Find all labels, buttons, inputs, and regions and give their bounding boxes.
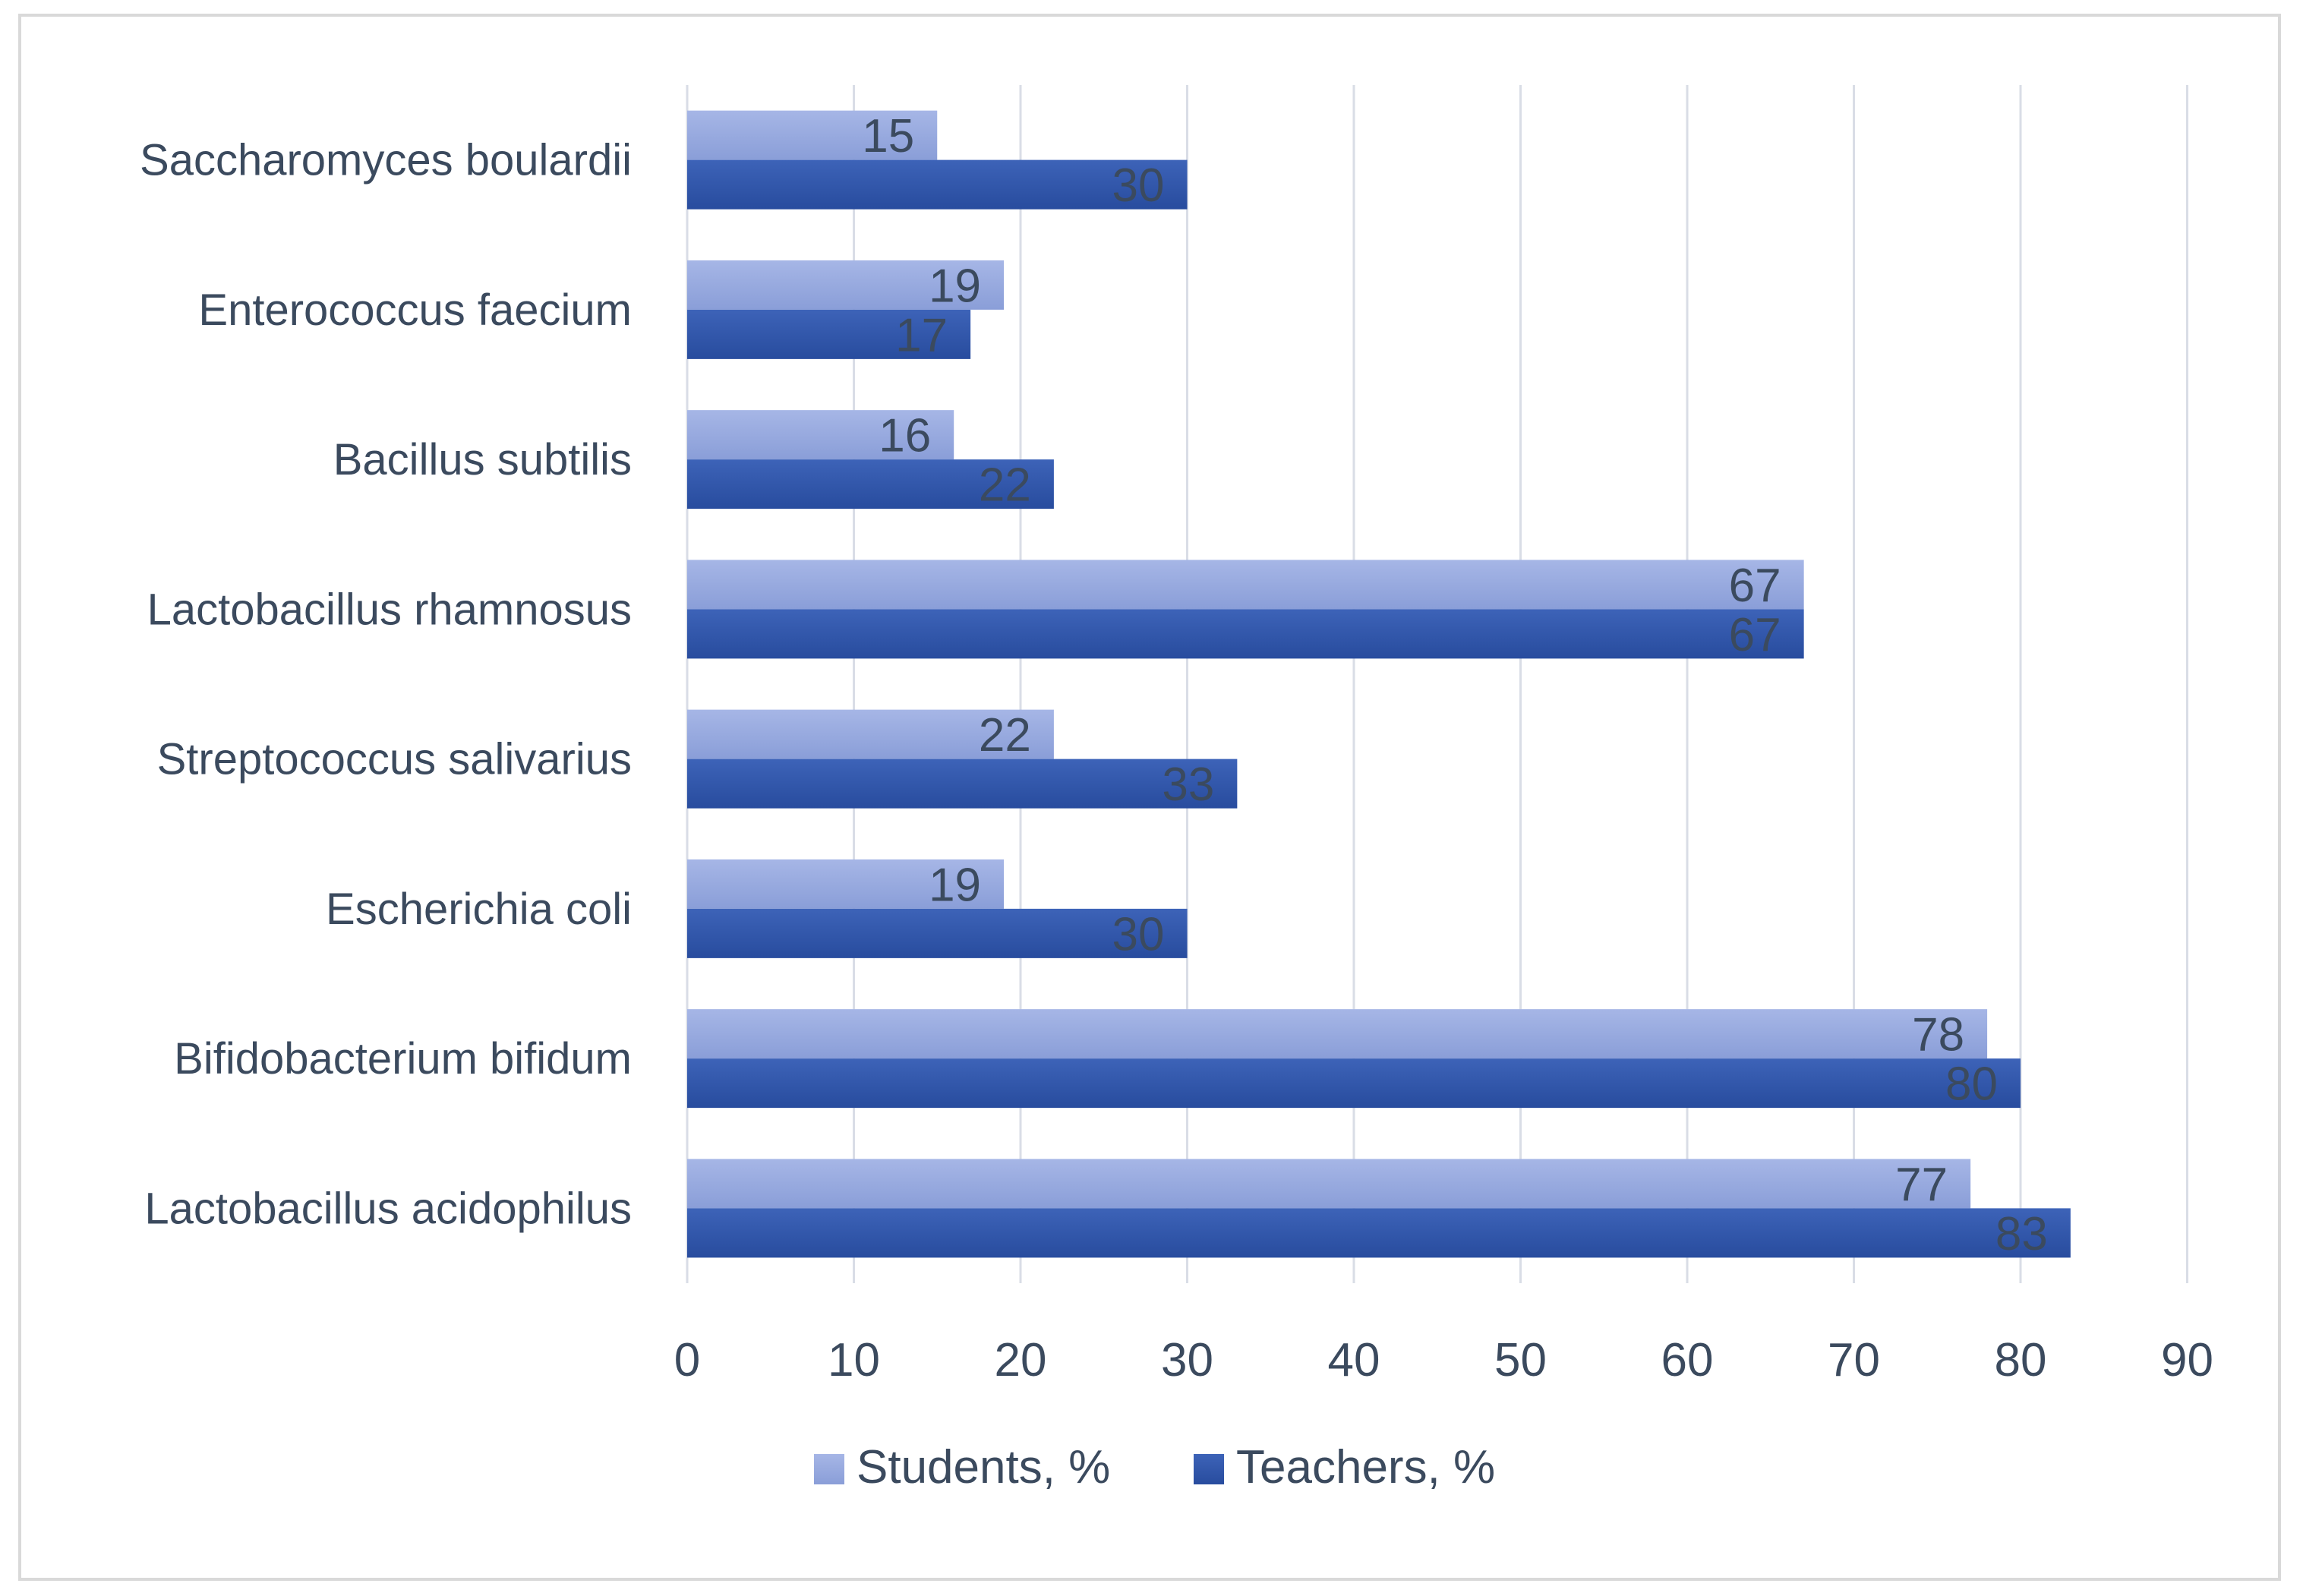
bar-students	[687, 560, 1804, 610]
data-label: 80	[1945, 1058, 1998, 1111]
bar-teachers	[687, 609, 1804, 659]
data-label: 15	[862, 110, 914, 162]
data-label: 30	[1112, 159, 1165, 212]
bar-teachers	[687, 309, 971, 359]
data-label: 16	[879, 410, 931, 462]
x-tick-label: 0	[674, 1334, 700, 1386]
data-label: 78	[1912, 1009, 1964, 1061]
data-label: 30	[1112, 908, 1165, 960]
data-label: 22	[979, 459, 1031, 512]
data-label: 67	[1729, 609, 1781, 661]
x-tick-label: 10	[828, 1334, 880, 1386]
data-label: 67	[1729, 560, 1781, 612]
x-tick-label: 80	[1995, 1334, 2047, 1386]
data-label: 19	[929, 260, 981, 312]
x-tick-label: 90	[2161, 1334, 2213, 1386]
bar-students	[687, 260, 1005, 310]
legend: Students, % Teachers, %	[814, 1441, 1495, 1493]
data-label: 19	[929, 859, 981, 911]
bar-teachers	[687, 459, 1054, 509]
legend-swatch	[814, 1454, 844, 1484]
legend-label: Students, %	[857, 1441, 1110, 1493]
category-label: Enterococcus faecium	[198, 285, 632, 335]
x-tick-label: 50	[1494, 1334, 1547, 1386]
bar-teachers	[687, 1208, 2071, 1258]
data-label: 83	[1995, 1208, 2048, 1260]
x-axis-ticks: 0 10 20 30 40 50 60 70 80 90	[674, 1334, 2213, 1386]
bar-students	[687, 859, 1005, 909]
x-tick-label: 40	[1328, 1334, 1380, 1386]
x-tick-label: 30	[1161, 1334, 1213, 1386]
bar-teachers	[687, 908, 1188, 958]
data-label: 17	[895, 309, 948, 361]
x-tick-label: 60	[1661, 1334, 1714, 1386]
bar-students	[687, 410, 954, 460]
bar-teachers	[687, 759, 1238, 809]
data-label: 22	[979, 709, 1031, 762]
category-label: Lactobacillus rhamnosus	[147, 585, 632, 634]
category-labels: Saccharomyces boulardii Enterococcus faec…	[140, 136, 632, 1234]
category-label: Streptococcus salivarius	[157, 735, 632, 784]
bar-teachers	[687, 1058, 2021, 1109]
x-tick-label: 20	[995, 1334, 1047, 1386]
bar-students	[687, 1159, 1971, 1209]
bar-students	[687, 110, 938, 160]
bar-students	[687, 1009, 1988, 1059]
x-tick-label: 70	[1828, 1334, 1880, 1386]
legend-swatch	[1194, 1454, 1224, 1484]
category-label: Bifidobacterium bifidum	[174, 1034, 632, 1083]
category-label: Bacillus subtilis	[333, 435, 632, 484]
legend-label: Teachers, %	[1236, 1441, 1495, 1493]
category-label: Lactobacillus acidophilus	[144, 1184, 632, 1233]
data-label: 77	[1895, 1159, 1948, 1211]
category-label: Escherichia coli	[326, 885, 632, 934]
bar-students	[687, 709, 1054, 759]
bar-teachers	[687, 159, 1188, 210]
category-label: Saccharomyces boulardii	[140, 136, 632, 185]
data-label: 33	[1162, 759, 1214, 811]
